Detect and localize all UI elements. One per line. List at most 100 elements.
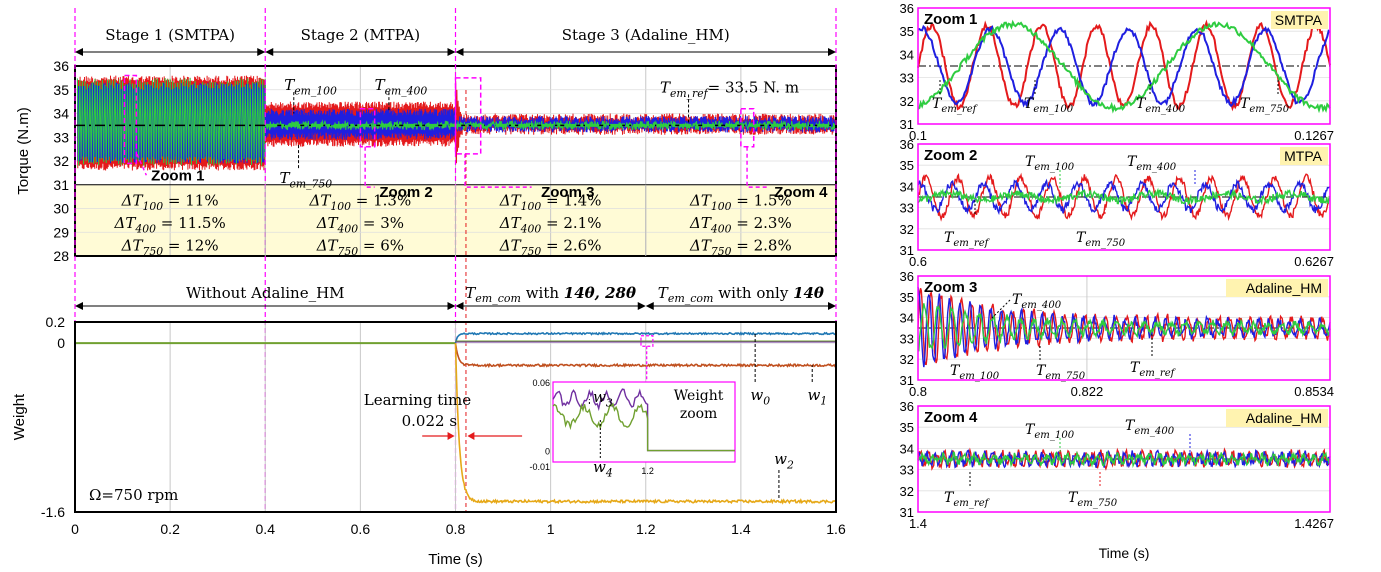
weight-y-tick: -1.6 <box>41 504 65 520</box>
zoom-y-tick: 32 <box>900 352 914 367</box>
torque-y-label: Torque (N.m) <box>15 107 32 195</box>
zoom-y-tick: 31 <box>900 373 914 388</box>
z3-label-t100: Tem_100 <box>950 363 1000 382</box>
zoom-y-tick: 34 <box>900 311 914 326</box>
zoom-panel-3: 31 32 33 34 35 36 0.8 0.822 0.8534 Zoom 3 Adaline_… <box>900 269 1334 399</box>
z1-label-t750: Tem_750 <box>1240 96 1290 115</box>
stage-arrow-head-l <box>455 48 464 56</box>
z4-label-t100: Tem_100 <box>1025 422 1075 441</box>
series-t100-1 <box>917 19 1331 114</box>
series-t400-stage3 <box>455 115 837 133</box>
weight-y-tick: 0 <box>57 335 65 351</box>
zoom-x-tick: 0.6 <box>909 254 927 269</box>
zoom-tag: SMTPA <box>1275 12 1323 28</box>
series-t100-stage3 <box>455 119 837 132</box>
zoom-tag: Adaline_HM <box>1246 280 1322 296</box>
segment-label-2: Tem_com with 14θ, 28θ <box>465 284 636 305</box>
segment-arrow-head-l <box>645 302 654 310</box>
zoom-y-tick: 36 <box>900 1 914 16</box>
zoom-title: Zoom 2 <box>924 147 977 164</box>
torque-y-tick: 30 <box>53 201 69 217</box>
zoom-y-tick: 36 <box>900 399 914 414</box>
zoom-y-tick: 34 <box>900 441 914 456</box>
ripple-100-4: ΔT100 = 1.5% <box>689 191 792 213</box>
ripple-100-1: ΔT100 = 11% <box>121 191 219 213</box>
zoom-y-tick: 32 <box>900 484 914 499</box>
inset-y-tick: -0.01 <box>529 462 550 472</box>
zoom-panel-4: 31 32 33 34 35 36 1.4 1.4267 Zoom 4 Adaline_HM Tim… <box>900 399 1334 561</box>
z2-label-t100: Tem_100 <box>1025 154 1075 173</box>
torque-y-tick: 31 <box>53 177 69 193</box>
zoom-x-tick: 0.8534 <box>1294 384 1334 399</box>
zoom-y-tick: 35 <box>900 290 914 305</box>
z3-label-t400: Tem_400 <box>1012 292 1062 311</box>
inset-frame <box>552 381 736 463</box>
label-t400: Tem_400 <box>375 76 428 98</box>
inset-y-tick: 0 <box>545 447 550 457</box>
torque-y-tick: 34 <box>53 106 69 122</box>
zoom-y-tick: 36 <box>900 269 914 284</box>
z1-label-t400: Tem_400 <box>1136 96 1186 115</box>
ripple-100-2: ΔT100 = 1.3% <box>309 191 412 213</box>
zoom-y-tick: 33 <box>900 71 914 86</box>
zoom-frame <box>917 405 1331 513</box>
weight-x-tick: 0.8 <box>446 521 466 537</box>
weight-zoom-box <box>640 335 654 347</box>
stage-arrow-head-r <box>447 48 456 56</box>
segment-arrow-head-l <box>75 302 83 310</box>
label-t100: Tem_100 <box>284 76 337 98</box>
z3-label-t750: Tem_750 <box>1036 363 1086 382</box>
zoom-y-tick: 33 <box>900 331 914 346</box>
torque-y-tick: 35 <box>53 82 69 98</box>
zoom-tag: Adaline_HM <box>1246 410 1322 426</box>
torque-y-tick: 28 <box>53 248 69 264</box>
zoom-y-tick: 31 <box>900 243 914 258</box>
weight-x-label: Time (s) <box>428 551 482 568</box>
z1-label-t100: Tem_100 <box>1024 96 1074 115</box>
torque-weight-main-chart: 28 29 30 31 32 33 34 35 36 Torque (N.m) Stage 1 (S… <box>11 8 846 568</box>
inset-y-tick: 0.06 <box>532 378 550 388</box>
series-t750-stage3 <box>455 113 837 135</box>
weight-x-tick: 1 <box>547 521 555 537</box>
zoom-y-tick: 36 <box>900 137 914 152</box>
zoom-y-tick: 35 <box>900 158 914 173</box>
torque-y-tick: 29 <box>53 224 69 240</box>
series-w0 <box>454 331 837 344</box>
z2-label-t400: Tem_400 <box>1127 154 1177 173</box>
zoom-x-tick: 0.6267 <box>1294 254 1334 269</box>
z4-label-tref: Tem_ref <box>944 490 991 509</box>
torque-y-tick: 32 <box>53 153 69 169</box>
ripple-750-2: ΔT750 = 6% <box>316 236 404 258</box>
zoom-label-4: Zoom 4 <box>774 184 828 201</box>
series-w2 <box>454 343 837 505</box>
stage-arrow-head-l <box>265 48 274 56</box>
series-w1 <box>454 342 837 369</box>
inset-label-w4: w4 <box>593 458 613 480</box>
torque-y-tick: 36 <box>53 58 69 74</box>
segment-arrow-head-r <box>447 302 456 310</box>
label-w1: w1 <box>807 386 827 408</box>
zoom-x-tick: 0.822 <box>1071 384 1104 399</box>
stage-label-2: Stage 2 (MTPA) <box>301 26 420 44</box>
z2-label-t750: Tem_750 <box>1076 230 1126 249</box>
zoom-x-label: Time (s) <box>1099 545 1150 561</box>
torque-y-tick: 33 <box>53 129 69 145</box>
weight-x-tick: 1.6 <box>826 521 846 537</box>
zoom-frame <box>917 143 1331 251</box>
zoom-title: Zoom 3 <box>924 279 977 296</box>
label-w0: w0 <box>750 386 770 408</box>
zoom-x-tick: 0.1 <box>909 128 927 143</box>
series-t750-3 <box>917 287 1331 366</box>
z4-label-t750: Tem_750 <box>1068 490 1118 509</box>
weight-x-tick: 1.2 <box>636 521 656 537</box>
ripple-400-2: ΔT400 = 3% <box>316 214 404 236</box>
weight-x-tick: 0.6 <box>351 521 371 537</box>
weight-y-tick: 0.2 <box>46 314 66 330</box>
segment-arrow-head-l <box>455 302 464 310</box>
learning-arrow-r-head <box>467 432 475 440</box>
zoom2-pointer <box>364 146 375 188</box>
learning-arrow-l-head <box>447 432 455 440</box>
series-t100-stage1 <box>76 77 266 166</box>
zoom-y-tick: 35 <box>900 24 914 39</box>
stage-label-3: Stage 3 (Adaline_HM) <box>562 26 730 44</box>
